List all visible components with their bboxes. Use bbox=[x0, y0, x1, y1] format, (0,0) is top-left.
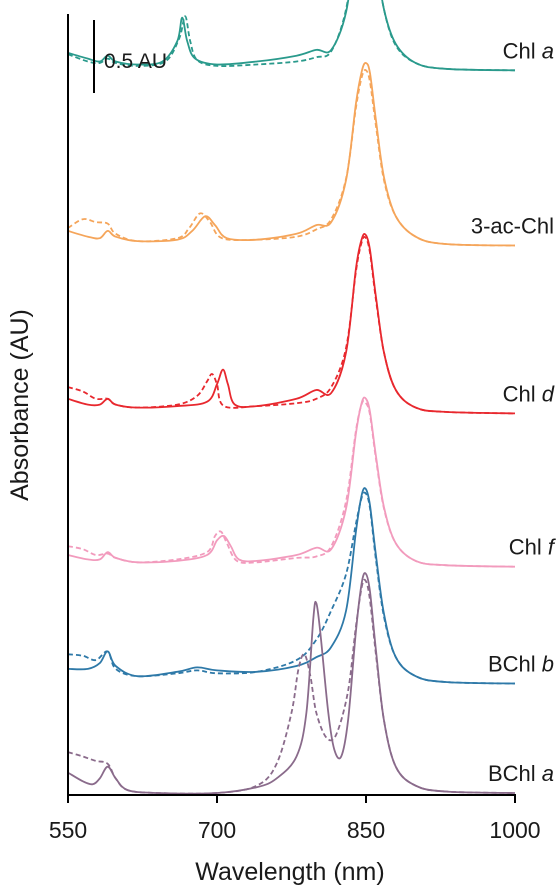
series-label-bchl-a: BChl a bbox=[488, 761, 554, 786]
plot-area bbox=[67, 0, 516, 795]
series-bchl-a-solid-line bbox=[67, 572, 516, 795]
series-label-bchl-b: BChl b bbox=[488, 652, 554, 677]
x-tick-label-700: 700 bbox=[198, 817, 236, 843]
series-label-text: Chl bbox=[509, 535, 542, 560]
series-label-text: BChl bbox=[488, 761, 536, 786]
scale-bar-label: 0.5 AU bbox=[104, 50, 167, 73]
x-tick-label-1000: 1000 bbox=[489, 817, 540, 843]
series-label-3-ac-chl: 3-ac-Chl bbox=[471, 214, 554, 239]
series-chl-d-solid-line bbox=[67, 233, 516, 415]
series-chl-a-dashed-line bbox=[67, 0, 516, 72]
x-tick-label-550: 550 bbox=[49, 817, 87, 843]
series-bchl-a-dashed-line bbox=[67, 578, 516, 795]
series-bchl-b-dashed-line bbox=[67, 491, 516, 685]
series-3-ac-chl-dashed-line bbox=[67, 69, 516, 247]
x-ticks: 550 700 850 1000 bbox=[49, 795, 541, 843]
x-tick-label-850: 850 bbox=[347, 817, 385, 843]
series-label-italic: f bbox=[542, 535, 557, 560]
series-label-italic: a bbox=[536, 761, 554, 786]
series-label-chl-d: Chl d bbox=[503, 381, 555, 406]
series-3-ac-chl-solid-line bbox=[67, 62, 516, 247]
series-chl-d-dashed-line bbox=[67, 235, 516, 415]
x-axis-title: Wavelength (nm) bbox=[195, 858, 384, 886]
series-label-text: 3-ac-Chl bbox=[471, 214, 554, 239]
series-chl-f-solid-line bbox=[67, 396, 516, 568]
series-label-chl-a: Chl a bbox=[503, 38, 554, 63]
series-label-italic: d bbox=[536, 381, 555, 406]
series-bchl-b-solid-line bbox=[67, 487, 516, 685]
series-label-chl-f: Chl f bbox=[509, 535, 557, 560]
series-label-text: Chl bbox=[503, 38, 536, 63]
series-chl-f-dashed-line bbox=[67, 399, 516, 568]
series-chl-a-solid-line bbox=[67, 0, 516, 72]
series-label-text: Chl bbox=[503, 381, 536, 406]
y-axis-title: Absorbance (AU) bbox=[6, 309, 34, 501]
series-label-italic: b bbox=[536, 652, 554, 677]
series-label-italic: a bbox=[536, 38, 554, 63]
series-label-text: BChl bbox=[488, 652, 536, 677]
